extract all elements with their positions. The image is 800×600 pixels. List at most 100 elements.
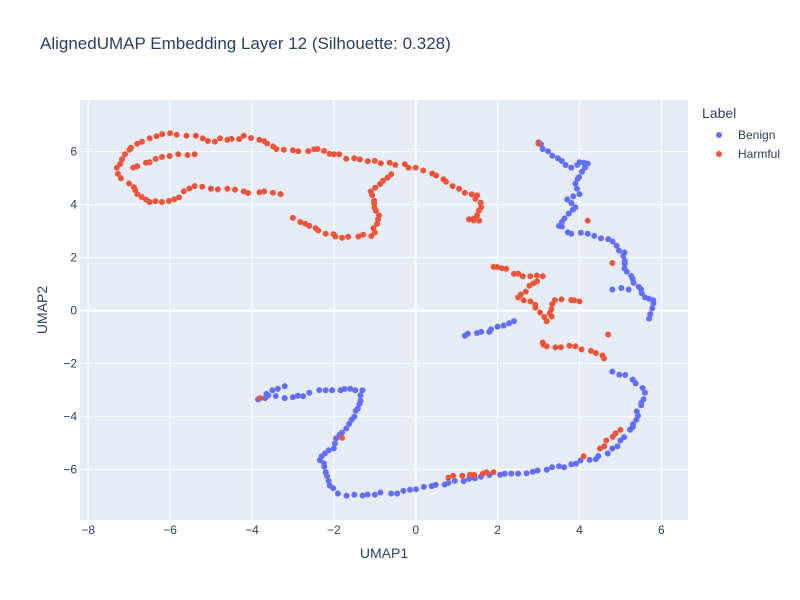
data-point bbox=[461, 189, 468, 196]
data-point bbox=[500, 322, 507, 329]
data-point bbox=[343, 155, 350, 162]
data-point bbox=[633, 416, 640, 423]
data-point bbox=[281, 383, 288, 390]
data-point bbox=[627, 426, 633, 433]
data-point bbox=[372, 184, 379, 191]
data-point bbox=[459, 472, 466, 479]
data-point bbox=[612, 430, 619, 437]
x-axis-label: UMAP1 bbox=[359, 545, 409, 561]
data-point bbox=[603, 437, 610, 444]
benign-marker-icon bbox=[716, 131, 722, 138]
data-point bbox=[122, 151, 128, 158]
data-point bbox=[264, 140, 271, 147]
data-point bbox=[359, 492, 366, 499]
data-point bbox=[211, 138, 218, 145]
data-point bbox=[503, 265, 510, 272]
data-point bbox=[321, 147, 327, 154]
data-point bbox=[281, 395, 288, 402]
data-point bbox=[232, 186, 238, 193]
data-point bbox=[269, 387, 276, 394]
data-point bbox=[571, 297, 578, 304]
data-point bbox=[173, 131, 180, 138]
data-point bbox=[152, 198, 159, 205]
data-point bbox=[625, 286, 632, 293]
data-point bbox=[472, 195, 479, 202]
data-point bbox=[584, 217, 591, 224]
data-point bbox=[339, 434, 345, 441]
data-point bbox=[386, 159, 393, 166]
data-point bbox=[117, 175, 124, 182]
data-point bbox=[204, 138, 211, 144]
data-point bbox=[592, 456, 599, 463]
data-point bbox=[352, 387, 359, 394]
data-point bbox=[614, 443, 621, 450]
data-point bbox=[471, 471, 478, 478]
data-point bbox=[498, 265, 505, 272]
data-point bbox=[322, 387, 329, 394]
x-tick-label: −8 bbox=[81, 523, 95, 537]
data-point bbox=[620, 252, 627, 259]
x-tick-label: −4 bbox=[245, 523, 259, 537]
data-point bbox=[245, 190, 252, 196]
data-point bbox=[451, 477, 458, 484]
data-point bbox=[214, 186, 221, 193]
y-tick-label: 2 bbox=[70, 251, 77, 265]
data-point bbox=[574, 175, 581, 182]
data-point bbox=[274, 385, 281, 392]
data-point bbox=[494, 264, 501, 270]
data-point bbox=[322, 230, 329, 237]
data-point bbox=[592, 350, 599, 357]
data-point bbox=[490, 469, 497, 476]
legend-item-harmful[interactable]: Harmful bbox=[716, 144, 780, 163]
data-point bbox=[584, 230, 591, 237]
data-point bbox=[558, 296, 565, 303]
data-point bbox=[520, 297, 527, 304]
data-point bbox=[557, 344, 564, 351]
data-point bbox=[445, 474, 452, 481]
data-point bbox=[405, 164, 412, 171]
data-point bbox=[371, 491, 378, 498]
data-point bbox=[280, 146, 287, 153]
data-point bbox=[565, 210, 572, 217]
x-tick-label: 2 bbox=[494, 523, 501, 537]
legend-item-benign[interactable]: Benign bbox=[716, 125, 780, 144]
data-point bbox=[515, 470, 522, 477]
data-point bbox=[134, 191, 141, 198]
data-point bbox=[548, 306, 555, 313]
data-point bbox=[519, 273, 526, 280]
data-point bbox=[289, 394, 296, 401]
data-point bbox=[558, 158, 565, 164]
data-point bbox=[357, 392, 364, 399]
data-point bbox=[356, 156, 363, 163]
x-tick-label: 6 bbox=[658, 523, 665, 537]
data-point bbox=[568, 461, 575, 468]
data-point bbox=[297, 219, 304, 225]
data-point bbox=[497, 471, 504, 478]
data-point bbox=[339, 234, 345, 241]
data-point bbox=[433, 172, 440, 179]
data-point bbox=[552, 344, 559, 351]
data-point bbox=[622, 372, 629, 378]
data-point bbox=[199, 183, 206, 190]
data-point bbox=[186, 185, 193, 192]
data-point bbox=[167, 130, 174, 137]
data-point bbox=[329, 387, 336, 394]
data-point bbox=[543, 466, 550, 473]
data-point bbox=[306, 222, 313, 229]
data-point bbox=[574, 185, 580, 192]
data-point bbox=[388, 490, 395, 497]
data-point bbox=[604, 450, 611, 457]
data-point bbox=[371, 197, 378, 204]
data-point bbox=[609, 368, 616, 375]
data-point bbox=[577, 229, 584, 236]
data-point bbox=[158, 199, 165, 205]
data-point bbox=[561, 464, 568, 471]
data-point bbox=[483, 469, 490, 476]
data-point bbox=[263, 390, 270, 397]
y-tick-label: 6 bbox=[70, 145, 77, 159]
legend-label-benign: Benign bbox=[738, 127, 776, 142]
data-point bbox=[355, 233, 362, 240]
data-point bbox=[126, 180, 133, 187]
data-point bbox=[591, 232, 598, 239]
data-point bbox=[370, 225, 377, 232]
